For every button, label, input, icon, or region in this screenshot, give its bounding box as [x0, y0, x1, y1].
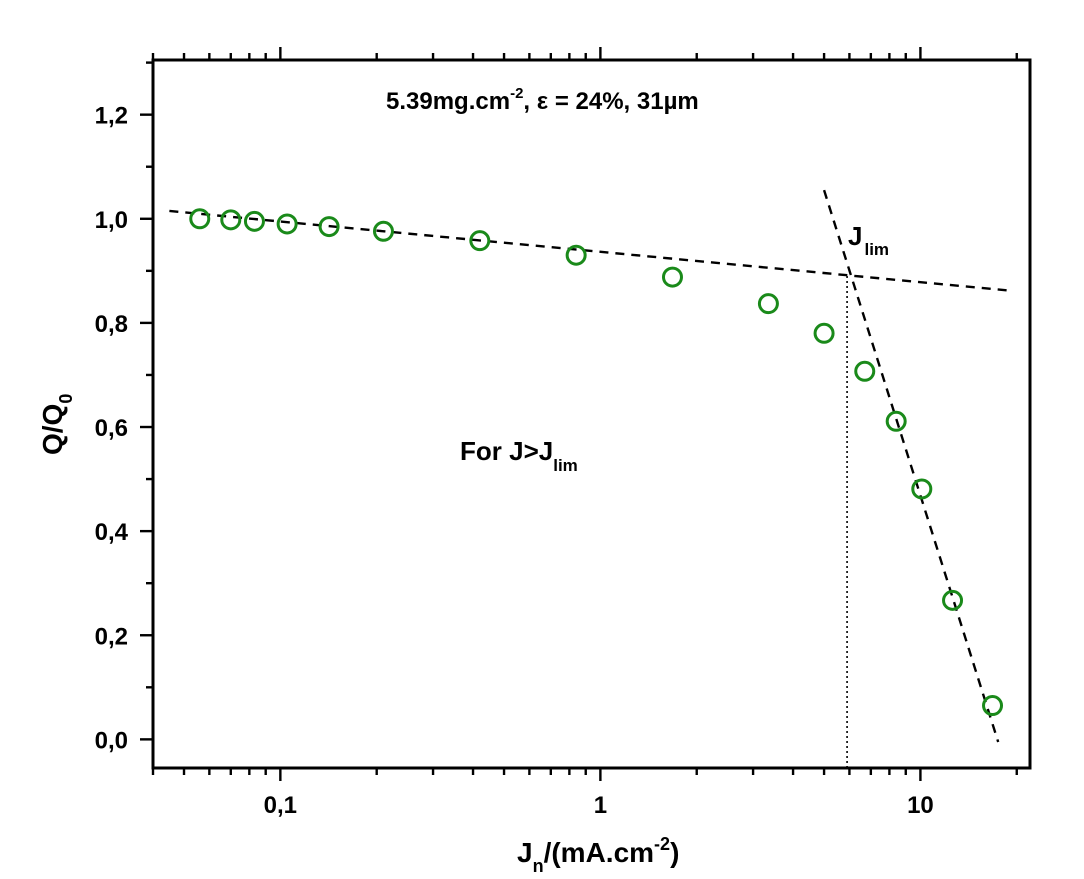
- x-axis-ticks: 0,1 1 10: [151, 47, 1018, 819]
- data-point: [469, 230, 491, 252]
- header-sup: -2: [510, 85, 523, 102]
- data-point: [757, 293, 779, 315]
- data-point: [189, 208, 211, 230]
- header-main: 5.39mg.cm: [386, 88, 510, 115]
- x-tick-label: 0,1: [264, 792, 297, 819]
- dashed-fit-line: [169, 209, 1010, 292]
- y-axis-title-main: Q/Q: [37, 404, 68, 455]
- y-tick-label: 1,2: [95, 103, 128, 130]
- data-point: [911, 478, 933, 500]
- x-axis-title: Jn/(mA.cm-2): [517, 834, 679, 876]
- data-point: [276, 213, 298, 235]
- x-axis-title-close: ): [670, 837, 679, 868]
- header-rest: , ε = 24%, 31µm: [523, 88, 698, 115]
- y-tick-label: 0,6: [95, 415, 128, 442]
- plot-frame: [151, 58, 1032, 770]
- data-point: [372, 220, 394, 242]
- y-tick-label: 0,0: [95, 727, 128, 754]
- data-point: [982, 695, 1004, 717]
- data-point: [813, 322, 835, 344]
- data-point: [318, 216, 340, 238]
- dashed-fit-line: [822, 189, 1000, 743]
- region-sub: lim: [553, 456, 578, 475]
- region-main: For J>J: [460, 436, 553, 466]
- y-tick-label: 0,8: [95, 311, 128, 338]
- x-tick-label: 10: [907, 792, 934, 819]
- y-tick-label: 0,2: [95, 623, 128, 650]
- data-point: [942, 589, 964, 611]
- jlim-sub: lim: [864, 240, 889, 259]
- x-axis-title-sub: n: [533, 856, 544, 876]
- y-axis-title: Q/Q0: [37, 394, 76, 455]
- data-points: [189, 208, 1004, 717]
- header-annotation: 5.39mg.cm-2, ε = 24%, 31µm: [386, 85, 699, 115]
- data-point: [854, 360, 876, 382]
- data-point: [565, 244, 587, 266]
- y-tick-label: 0,4: [95, 519, 129, 546]
- data-point: [661, 266, 683, 288]
- jlim-main: J: [848, 221, 862, 251]
- fit-lines: [169, 189, 1010, 768]
- data-point: [220, 209, 242, 231]
- x-axis-title-rest: /(mA.cm: [544, 837, 654, 868]
- data-point: [885, 410, 907, 432]
- y-axis-ticks: 0,0 0,2 0,4 0,6 0,8 1,0 1,2: [95, 61, 153, 754]
- y-axis-title-sub: 0: [56, 394, 76, 404]
- data-point: [243, 210, 265, 232]
- region-label: For J>Jlim: [460, 436, 578, 475]
- x-tick-label: 1: [594, 792, 607, 819]
- y-tick-label: 1,0: [95, 207, 128, 234]
- x-axis-title-sup: -2: [654, 834, 670, 854]
- x-axis-title-main: J: [517, 837, 533, 868]
